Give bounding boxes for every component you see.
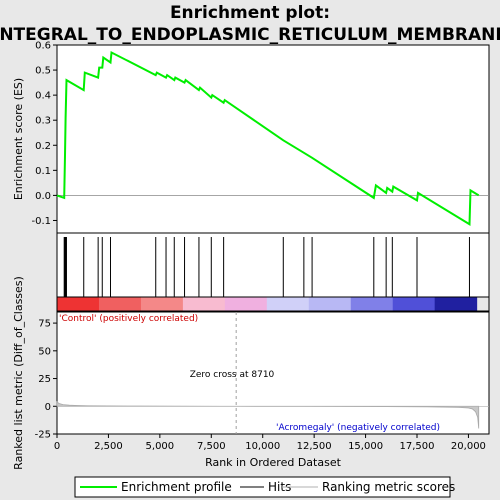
- enrichment-profile-series: [56, 50, 480, 226]
- heatbar-frame: [56, 296, 490, 312]
- heatbar-segment: [308, 297, 352, 311]
- es-y-tick-label: 0.4: [35, 91, 51, 102]
- metric-y-tick-label: -25: [35, 430, 51, 441]
- x-tick-label: 7,500: [197, 441, 226, 452]
- metric-y-axis-label: Ranked list metric (Diff_of_Classes): [12, 276, 25, 470]
- x-axis: 0 2,500 5,000 7,500 10,000 12,500 15,000 17,500…: [54, 434, 486, 452]
- metric-y-tick-label: 75: [38, 319, 51, 330]
- heatbar-segment: [266, 297, 310, 311]
- legend: Enrichment profile Hits Ranking metric s…: [74, 476, 455, 498]
- heatbar-segment: [434, 297, 478, 311]
- metric-y-axis: -25 0 25 50 75: [35, 319, 57, 441]
- metric-y-tick-label: 25: [38, 374, 51, 385]
- es-y-axis-label: Enrichment score (ES): [12, 78, 25, 200]
- legend-profile-label: Enrichment profile: [121, 480, 232, 494]
- negative-correlation-label: 'Acromegaly' (negatively correlated): [276, 423, 440, 433]
- heatbar-segment: [350, 297, 394, 311]
- x-axis-label: Rank in Ordered Dataset: [205, 456, 342, 469]
- es-y-tick-label: 0.5: [35, 66, 51, 77]
- heatbar-segment: [140, 297, 184, 311]
- legend-metric-label: Ranking metric scores: [322, 480, 455, 494]
- es-y-tick-label: 0.3: [35, 116, 51, 127]
- heatbar-segment: [392, 297, 436, 311]
- metric-y-tick-label: 0: [45, 402, 51, 413]
- hits-series: [63, 237, 470, 297]
- heatbar-segment: [224, 297, 268, 311]
- x-tick-label: 20,000: [451, 441, 486, 452]
- es-y-tick-label: -0.1: [31, 216, 51, 227]
- metric-panel: [56, 311, 490, 435]
- x-tick-label: 0: [54, 441, 60, 452]
- es-y-axis: -0.1 0.0 0.1 0.2 0.3 0.4 0.5 0.6: [31, 41, 57, 227]
- ranking-metric-series: [56, 312, 489, 434]
- heatbar-segment: [98, 297, 142, 311]
- hits-panel: [56, 232, 490, 298]
- es-y-tick-label: 0.1: [35, 166, 51, 177]
- es-y-tick-label: 0.6: [35, 41, 51, 52]
- chart-title: Enrichment plot:: [170, 3, 330, 23]
- positive-correlation-label: 'Control' (positively correlated): [59, 314, 198, 324]
- es-y-tick-label: 0.0: [35, 191, 51, 202]
- enrichment-profile-line: [56, 50, 480, 226]
- x-tick-label: 12,500: [297, 441, 332, 452]
- zero-cross-label: Zero cross at 8710: [190, 370, 275, 380]
- x-tick-label: 17,500: [400, 441, 435, 452]
- heatbar-segment: [57, 297, 100, 311]
- ranked-heatbar: [56, 296, 490, 312]
- heatbar-segment: [182, 297, 226, 311]
- x-tick-label: 10,000: [245, 441, 280, 452]
- legend-hits-label: Hits: [268, 480, 291, 494]
- x-tick-label: 15,000: [348, 441, 383, 452]
- es-y-tick-label: 0.2: [35, 141, 51, 152]
- es-panel: [56, 44, 490, 234]
- x-tick-label: 5,000: [146, 441, 175, 452]
- metric-y-tick-label: 50: [38, 346, 51, 357]
- x-tick-label: 2,500: [94, 441, 123, 452]
- chart-subtitle: INTEGRAL_TO_ENDOPLASMIC_RETICULUM_MEMBRA…: [0, 25, 500, 45]
